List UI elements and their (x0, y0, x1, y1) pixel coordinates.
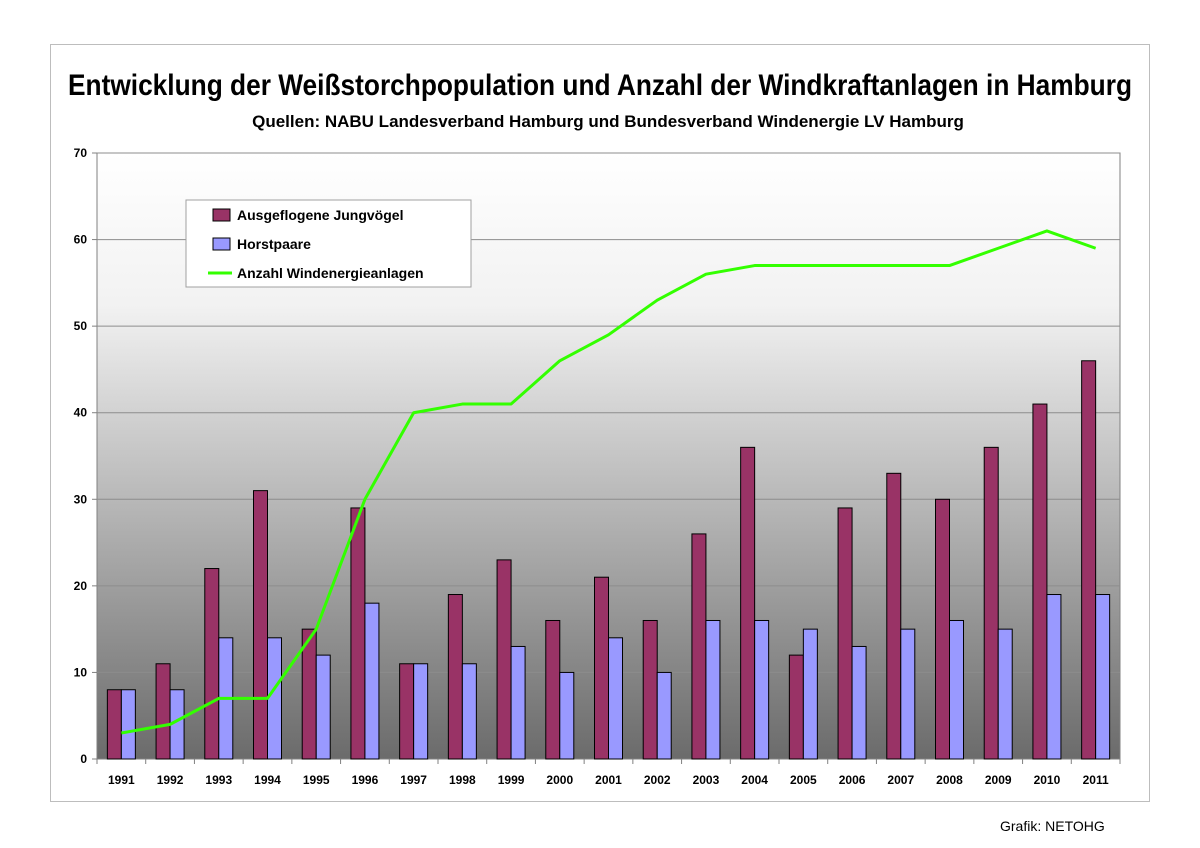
legend-label-horstpaare: Horstpaare (237, 236, 311, 252)
chart-title: Entwicklung der Weißstorchpopulation und… (68, 69, 1132, 102)
bar-horstpaare (413, 663, 429, 760)
legend-swatch-ausgeflogene (212, 208, 231, 222)
bar-horstpaare (364, 602, 380, 760)
x-tick-label: 1993 (205, 773, 232, 787)
bar-ausgeflogene (886, 472, 902, 760)
bar-ausgeflogene (983, 446, 999, 760)
bar-ausgeflogene (788, 654, 804, 760)
bar-ausgeflogene (106, 689, 122, 760)
bar-horstpaare (120, 689, 136, 760)
bar-horstpaare (267, 637, 282, 760)
bar-horstpaare (851, 645, 867, 760)
bar-horstpaare (315, 654, 331, 760)
x-tick-label: 2009 (985, 773, 1012, 787)
bar-ausgeflogene (350, 507, 366, 760)
x-tick-label: 1997 (400, 773, 427, 787)
bar-ausgeflogene (1081, 360, 1097, 760)
y-tick-label: 30 (74, 492, 88, 506)
legend-label-windenergie: Anzahl Windenergieanlagen (237, 265, 424, 281)
bar-horstpaare (608, 637, 623, 760)
x-tick-label: 2007 (887, 773, 914, 787)
line-series (121, 229, 1097, 735)
chart-subtitle: Quellen: NABU Landesverband Hamburg und … (252, 112, 964, 131)
bar-ausgeflogene (545, 619, 561, 760)
x-tick-label: 1998 (449, 773, 476, 787)
y-tick-label: 0 (80, 752, 87, 766)
bar-horstpaare (656, 671, 672, 760)
x-axis-ticks: 1991 1992 1993 1994 1995 1996 1997 1998 1999 2000… (96, 759, 1121, 787)
bar-horstpaare (802, 628, 818, 760)
x-tick-label: 2008 (936, 773, 963, 787)
x-tick-label: 1996 (352, 773, 379, 787)
y-tick-label: 70 (74, 146, 88, 160)
y-tick-label: 60 (74, 233, 88, 247)
bar-horstpaare (949, 619, 964, 760)
x-tick-label: 1992 (157, 773, 184, 787)
x-tick-label: 2006 (839, 773, 866, 787)
legend: Ausgeflogene Jungvögel Horstpaare Anzahl… (185, 199, 472, 288)
bar-horstpaare (900, 628, 916, 760)
bar-ausgeflogene (155, 663, 171, 760)
legend-label-ausgeflogene: Ausgeflogene Jungvögel (237, 207, 403, 223)
x-tick-label: 2010 (1034, 773, 1061, 787)
x-tick-label: 2005 (790, 773, 817, 787)
x-tick-label: 2002 (644, 773, 671, 787)
chart-credit: Grafik: NETOHG (1000, 818, 1105, 834)
x-tick-label: 2001 (595, 773, 622, 787)
bars (106, 360, 1111, 760)
bar-ausgeflogene (496, 559, 512, 760)
x-tick-label: 1991 (108, 773, 135, 787)
y-tick-label: 50 (74, 319, 88, 333)
bar-horstpaare (1046, 594, 1062, 760)
bar-ausgeflogene (1032, 403, 1048, 760)
x-tick-label: 1995 (303, 773, 330, 787)
bar-horstpaare (1095, 594, 1111, 760)
line-windenergieanlagen (121, 229, 1097, 735)
bar-horstpaare (461, 663, 477, 760)
bar-ausgeflogene (447, 594, 463, 760)
bar-horstpaare (997, 628, 1013, 760)
x-tick-label: 2000 (546, 773, 573, 787)
x-tick-label: 2004 (741, 773, 768, 787)
x-tick-label: 2003 (693, 773, 720, 787)
y-tick-label: 20 (74, 579, 88, 593)
bar-ausgeflogene (399, 663, 415, 760)
bar-ausgeflogene (691, 533, 707, 760)
y-tick-label: 40 (74, 406, 88, 420)
bar-ausgeflogene (935, 498, 950, 760)
legend-swatch-horstpaare (212, 237, 231, 251)
x-tick-label: 1994 (254, 773, 281, 787)
y-axis-ticks: 0 10 20 30 40 50 60 70 (74, 146, 97, 766)
bar-ausgeflogene (594, 576, 609, 760)
bar-ausgeflogene (642, 619, 658, 760)
legend-box (185, 199, 472, 288)
bar-horstpaare (754, 619, 770, 760)
x-tick-label: 2011 (1083, 773, 1109, 787)
bar-ausgeflogene (204, 568, 220, 760)
bar-ausgeflogene (837, 507, 853, 760)
bar-horstpaare (705, 619, 721, 760)
bar-ausgeflogene (253, 490, 268, 760)
y-tick-label: 10 (74, 665, 88, 679)
bar-ausgeflogene (740, 446, 756, 760)
x-tick-label: 1999 (498, 773, 525, 787)
bar-horstpaare (510, 645, 526, 760)
bar-horstpaare (559, 671, 575, 760)
